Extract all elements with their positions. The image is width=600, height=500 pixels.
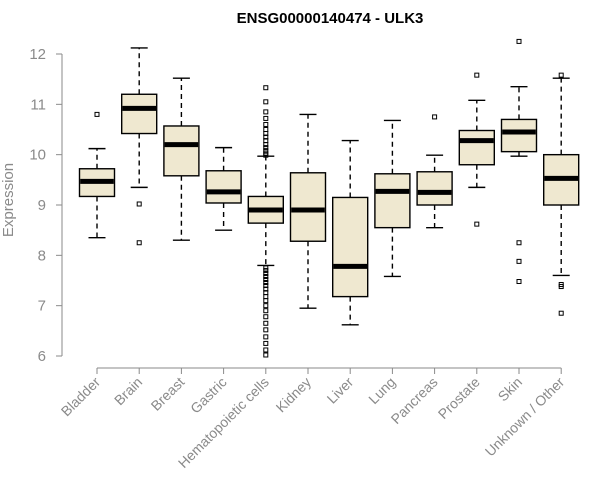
outlier-point bbox=[516, 279, 522, 285]
outlier-point bbox=[558, 310, 564, 316]
iqr-box bbox=[416, 171, 453, 206]
outlier-point bbox=[263, 85, 269, 91]
box-bladder bbox=[78, 111, 116, 239]
y-tick-label: 6 bbox=[38, 348, 46, 365]
outlier-point bbox=[263, 152, 269, 158]
outlier-point bbox=[136, 240, 142, 246]
box-liver bbox=[332, 139, 369, 326]
x-tick-label: Breast bbox=[148, 374, 188, 414]
y-tick-label: 9 bbox=[38, 197, 46, 214]
iqr-box bbox=[332, 196, 369, 298]
x-tick-label: Kidney bbox=[273, 374, 315, 416]
outlier-point bbox=[263, 142, 269, 148]
y-axis-label: Expression bbox=[0, 163, 17, 237]
outlier-point bbox=[136, 201, 142, 207]
iqr-box bbox=[289, 172, 327, 242]
outlier-point bbox=[263, 148, 269, 154]
chart-title: ENSG00000140474 - ULK3 bbox=[237, 10, 424, 27]
outlier-point bbox=[474, 221, 480, 227]
outlier-point bbox=[263, 314, 269, 320]
box-prostate bbox=[458, 72, 495, 227]
plot-area bbox=[78, 38, 580, 358]
box-gastric bbox=[205, 146, 242, 231]
outlier-point bbox=[516, 258, 522, 264]
iqr-box bbox=[120, 93, 158, 135]
outlier-point bbox=[263, 298, 269, 304]
outlier-point bbox=[263, 267, 269, 273]
x-tick-label: Brain bbox=[111, 374, 145, 408]
box-skin bbox=[500, 38, 538, 285]
outlier-point bbox=[263, 121, 269, 127]
outlier-point bbox=[263, 320, 269, 326]
y-tick-label: 10 bbox=[29, 147, 46, 164]
iqr-box bbox=[163, 125, 200, 177]
outlier-point bbox=[263, 270, 269, 276]
outlier-point bbox=[558, 72, 564, 78]
outlier-point bbox=[263, 280, 269, 286]
y-tick-label: 11 bbox=[30, 96, 46, 113]
outlier-point bbox=[263, 145, 269, 151]
outlier-point bbox=[263, 127, 269, 132]
x-tick-label: Skin bbox=[495, 374, 526, 405]
y-axis: 6 7 8 9 10 11 12 bbox=[29, 46, 63, 365]
outlier-point bbox=[263, 303, 269, 309]
outlier-point bbox=[263, 99, 269, 105]
box-pancreas bbox=[416, 114, 453, 229]
outlier-point bbox=[263, 327, 269, 333]
outlier-point bbox=[263, 265, 269, 271]
outlier-point bbox=[263, 340, 269, 346]
outlier-point bbox=[263, 273, 269, 279]
outlier-point bbox=[263, 352, 269, 358]
box-hematopoietic-cells bbox=[247, 85, 285, 358]
box-breast bbox=[163, 77, 200, 241]
x-tick-label: Bladder bbox=[58, 374, 104, 420]
y-tick-label: 7 bbox=[38, 298, 46, 315]
outlier-point bbox=[432, 114, 438, 120]
box-kidney bbox=[289, 113, 327, 309]
iqr-box bbox=[500, 118, 538, 153]
x-tick-label: Liver bbox=[324, 374, 357, 407]
outlier-point bbox=[263, 294, 269, 300]
outlier-point bbox=[516, 38, 522, 44]
x-tick-label: Pancreas bbox=[388, 374, 441, 427]
outlier-point bbox=[516, 240, 522, 246]
box-brain bbox=[120, 47, 158, 246]
outlier-point bbox=[474, 72, 480, 78]
y-tick-label: 8 bbox=[38, 247, 46, 264]
outlier-point bbox=[558, 284, 564, 290]
outlier-point bbox=[263, 308, 269, 314]
outlier-point bbox=[263, 115, 269, 121]
outlier-point bbox=[94, 111, 100, 117]
box-unknown-other bbox=[543, 72, 580, 316]
outlier-point bbox=[263, 334, 269, 340]
outlier-point bbox=[263, 276, 269, 282]
outlier-point bbox=[263, 347, 269, 353]
x-tick-label: Lung bbox=[365, 374, 398, 407]
x-tick-label: Unknown / Other bbox=[482, 374, 568, 460]
iqr-box bbox=[374, 173, 411, 229]
iqr-box bbox=[205, 170, 242, 204]
outlier-point bbox=[263, 109, 269, 115]
box-lung bbox=[374, 119, 411, 278]
y-tick-label: 12 bbox=[29, 46, 46, 63]
iqr-box bbox=[458, 129, 495, 166]
x-tick-label: Prostate bbox=[435, 374, 483, 422]
